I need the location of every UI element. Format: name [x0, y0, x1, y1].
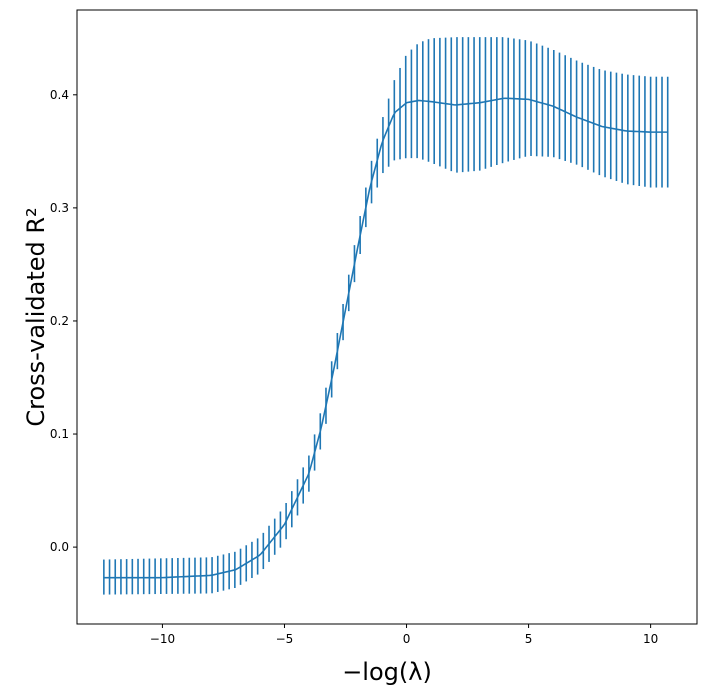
x-tick-label: 10 [643, 632, 658, 646]
plot-frame [76, 9, 698, 625]
mean-r2-curve [103, 97, 668, 579]
y-axis-ticks: 0.0 0.1 0.2 0.3 0.4 [50, 88, 77, 554]
plot-background [77, 10, 697, 624]
x-axis-label: −log(λ) [342, 658, 432, 686]
x-tick-label: −10 [150, 632, 175, 646]
x-tick-label: −5 [276, 632, 294, 646]
y-tick-label: 0.1 [50, 427, 69, 441]
y-tick-label: 0.2 [50, 314, 69, 328]
y-axis-label: Cross-validated R² [22, 207, 50, 426]
x-tick-label: 0 [403, 632, 411, 646]
y-tick-label: 0.3 [50, 201, 69, 215]
y-tick-label: 0.4 [50, 88, 69, 102]
x-tick-label: 5 [525, 632, 533, 646]
y-tick-label: 0.0 [50, 540, 69, 554]
x-axis-ticks: −10 −5 0 5 10 [150, 624, 658, 646]
